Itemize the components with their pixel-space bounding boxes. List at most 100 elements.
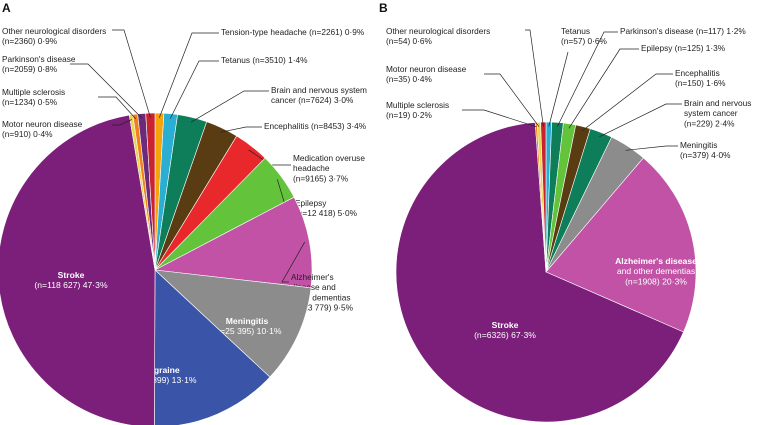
- label-a-medication-overuse-headache: Medication overuse headache (n=9165) 3·7%: [293, 153, 365, 183]
- slice-a-alzheimer-s-disease-and-other-dementias: [153, 196, 313, 289]
- pie-chart-b: Tetanus (n=57) 0·6% Parkinson's disease (n…: [386, 26, 751, 423]
- label-line-b-encephalitis: (n=150) 1·6%: [675, 78, 726, 88]
- label-a-parkinson-s-disease: Parkinson's disease (n=2059) 0·8%: [2, 54, 76, 74]
- label-line-a-epilepsy: Epilepsy: [295, 198, 327, 208]
- label-line-a-brain-and-nervous-system-cancer: Brain and nervous system: [271, 85, 367, 95]
- label-line-a-multiple-sclerosis: Multiple sclerosis: [2, 87, 65, 97]
- label-b-brain-and-nervous-system-cancer: Brain and nervous system cancer (n=229) 2·…: [684, 98, 751, 128]
- label-line-b-motor-neuron-disease: Motor neuron disease: [386, 64, 467, 74]
- label-line-b-tetanus: (n=57) 0·6%: [561, 36, 608, 46]
- leader-line-a-motor-neuron-disease: [112, 119, 132, 126]
- label-a-tension-type-headache: Tension-type headache (n=2261) 0·9%: [221, 27, 365, 37]
- label-a-other-neurological-disorders: Other neurological disorders (n=2360) 0·9…: [2, 26, 106, 46]
- label-line-a-stroke: Stroke: [58, 270, 85, 280]
- label-line-b-alzheimer-s-disease-and-other-dementias: Alzheimer's disease: [615, 256, 697, 266]
- leader-line-a-tension-type-headache: [158, 32, 219, 118]
- label-line-b-multiple-sclerosis: Multiple sclerosis: [386, 100, 449, 110]
- label-line-b-stroke: (n=6326) 67·3%: [474, 330, 536, 340]
- leader-line-a-brain-and-nervous-system-cancer: [191, 90, 269, 123]
- label-line-b-brain-and-nervous-system-cancer: system cancer: [684, 108, 738, 118]
- label-b-meningitis: Meningitis (n=379) 4·0%: [680, 140, 731, 160]
- label-a-alzheimer-s-disease-and-other-dementias: Alzheimer's disease and other dementias (n=…: [291, 272, 354, 313]
- leader-line-b-tetanus: [548, 51, 569, 127]
- leader-line-b-parkinson-s-disease: [556, 31, 618, 128]
- label-line-a-multiple-sclerosis: (n=1234) 0·5%: [2, 97, 58, 107]
- label-line-b-brain-and-nervous-system-cancer: (n=229) 2·4%: [684, 118, 735, 128]
- label-line-a-parkinson-s-disease: (n=2059) 0·8%: [2, 64, 58, 74]
- label-b-stroke: Stroke (n=6326) 67·3%: [474, 320, 536, 340]
- leader-line-a-multiple-sclerosis: [98, 96, 137, 120]
- label-line-a-alzheimer-s-disease-and-other-dementias: Alzheimer's: [291, 272, 334, 282]
- label-line-b-parkinson-s-disease: Parkinson's disease (n=117) 1·2%: [620, 26, 746, 36]
- leader-line-a-encephalitis: [220, 126, 262, 133]
- label-line-b-meningitis: Meningitis: [680, 140, 717, 150]
- label-line-a-medication-overuse-headache: Medication overuse: [293, 153, 365, 163]
- label-line-a-motor-neuron-disease: Motor neuron disease: [2, 119, 83, 129]
- slice-b-alzheimer-s-disease-and-other-dementias: [545, 157, 697, 333]
- label-a-epilepsy: Epilepsy (n=12 418) 5·0%: [295, 198, 358, 218]
- label-line-a-medication-overuse-headache: headache: [293, 163, 330, 173]
- label-line-a-tetanus: Tetanus (n=3510) 1·4%: [221, 55, 308, 65]
- panel-label-b: B: [379, 1, 388, 15]
- pie-chart-a: Tension-type headache (n=2261) 0·9% Tetan…: [0, 26, 367, 425]
- slice-a-stroke: [0, 114, 156, 425]
- label-b-multiple-sclerosis: Multiple sclerosis (n=19) 0·2%: [386, 100, 449, 120]
- label-b-alzheimer-s-disease-and-other-dementias: Alzheimer's disease and other dementias (n…: [615, 256, 697, 286]
- label-a-stroke: Stroke (n=118 627) 47·3%: [34, 270, 108, 290]
- label-line-a-other-neurological-disorders: Other neurological disorders: [2, 26, 106, 36]
- label-line-b-alzheimer-s-disease-and-other-dementias: (n=1908) 20·3%: [625, 276, 687, 286]
- label-a-encephalitis: Encephalitis (n=8453) 3·4%: [264, 121, 367, 131]
- leader-line-a-other-neurological-disorders: [112, 29, 151, 118]
- label-a-motor-neuron-disease: Motor neuron disease (n=910) 0·4%: [2, 119, 83, 139]
- label-line-b-alzheimer-s-disease-and-other-dementias: and other dementias: [617, 266, 695, 276]
- label-a-brain-and-nervous-system-cancer: Brain and nervous system cancer (n=7624) …: [271, 85, 367, 105]
- leader-line-a-alzheimer-s-disease-and-other-dementias: [281, 241, 306, 283]
- label-a-tetanus: Tetanus (n=3510) 1·4%: [221, 55, 308, 65]
- label-line-a-medication-overuse-headache: (n=9165) 3·7%: [293, 173, 349, 183]
- leader-line-b-motor-neuron-disease: [484, 73, 540, 127]
- label-line-a-alzheimer-s-disease-and-other-dementias: disease and: [291, 282, 336, 292]
- label-line-a-encephalitis: Encephalitis (n=8453) 3·4%: [264, 121, 367, 131]
- label-line-a-migraine: Migraine: [144, 365, 180, 375]
- label-line-a-alzheimer-s-disease-and-other-dementias: other dementias: [291, 292, 351, 302]
- label-b-tetanus: Tetanus (n=57) 0·6%: [561, 26, 608, 46]
- label-line-a-epilepsy: (n=12 418) 5·0%: [295, 208, 358, 218]
- label-line-a-parkinson-s-disease: Parkinson's disease: [2, 54, 76, 64]
- slice-a-migraine: [154, 269, 271, 425]
- label-line-b-encephalitis: Encephalitis: [675, 68, 720, 78]
- label-line-a-other-neurological-disorders: (n=2360) 0·9%: [2, 36, 58, 46]
- label-line-a-brain-and-nervous-system-cancer: cancer (n=7624) 3·0%: [271, 95, 354, 105]
- label-line-a-meningitis: (n=25 395) 10·1%: [212, 326, 281, 336]
- label-b-epilepsy: Epilepsy (n=125) 1·3%: [641, 43, 726, 53]
- label-line-b-stroke: Stroke: [492, 320, 519, 330]
- label-b-other-neurological-disorders: Other neurological disorders (n=54) 0·6%: [386, 26, 490, 46]
- label-line-b-meningitis: (n=379) 4·0%: [680, 150, 731, 160]
- label-b-parkinson-s-disease: Parkinson's disease (n=117) 1·2%: [620, 26, 746, 36]
- leader-line-b-brain-and-nervous-system-cancer: [599, 103, 682, 138]
- slice-a-other-neurological-disorders: [145, 112, 156, 271]
- leader-line-b-encephalitis: [581, 73, 673, 132]
- label-line-a-stroke: (n=118 627) 47·3%: [34, 280, 108, 290]
- panel-label-a: A: [2, 1, 11, 15]
- label-line-b-brain-and-nervous-system-cancer: Brain and nervous: [684, 98, 751, 108]
- leader-line-b-other-neurological-disorders: [525, 29, 544, 127]
- slice-a-meningitis: [154, 269, 312, 378]
- label-a-migraine: Migraine (n=32 899) 13·1%: [127, 365, 196, 385]
- slice-b-other-neurological-disorders: [540, 121, 547, 273]
- label-b-encephalitis: Encephalitis (n=150) 1·6%: [675, 68, 726, 88]
- label-line-b-tetanus: Tetanus: [561, 26, 590, 36]
- leader-line-a-tetanus: [169, 60, 219, 119]
- label-line-b-epilepsy: Epilepsy (n=125) 1·3%: [641, 43, 726, 53]
- label-line-a-meningitis: Meningitis: [226, 316, 269, 326]
- label-line-b-other-neurological-disorders: (n=54) 0·6%: [386, 36, 433, 46]
- leader-line-b-meningitis: [625, 145, 678, 151]
- leader-line-a-parkinson-s-disease: [70, 63, 143, 119]
- label-line-b-other-neurological-disorders: Other neurological disorders: [386, 26, 490, 36]
- leader-line-b-epilepsy: [568, 48, 639, 129]
- label-line-a-motor-neuron-disease: (n=910) 0·4%: [2, 129, 53, 139]
- label-line-b-motor-neuron-disease: (n=35) 0·4%: [386, 74, 433, 84]
- label-line-b-multiple-sclerosis: (n=19) 0·2%: [386, 110, 433, 120]
- leader-line-b-multiple-sclerosis: [462, 109, 537, 128]
- label-a-multiple-sclerosis: Multiple sclerosis (n=1234) 0·5%: [2, 87, 65, 107]
